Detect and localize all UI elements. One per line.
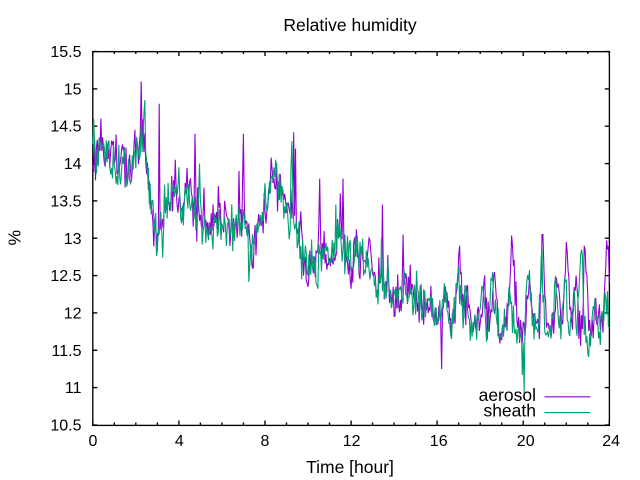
svg-text:20: 20 [517, 433, 535, 450]
svg-text:aerosol: aerosol [479, 385, 536, 405]
svg-text:12: 12 [64, 305, 82, 322]
svg-text:0: 0 [89, 433, 98, 450]
svg-text:14: 14 [64, 156, 82, 173]
svg-text:4: 4 [175, 433, 184, 450]
svg-text:8: 8 [261, 433, 270, 450]
svg-text:15: 15 [64, 81, 82, 98]
svg-text:13.5: 13.5 [50, 193, 81, 210]
svg-text:%: % [5, 230, 25, 246]
svg-text:13: 13 [64, 231, 82, 248]
svg-text:10.5: 10.5 [50, 418, 81, 435]
svg-text:sheath: sheath [483, 401, 536, 421]
svg-text:11.5: 11.5 [52, 343, 82, 360]
svg-text:Time [hour]: Time [hour] [306, 457, 394, 477]
svg-text:12.5: 12.5 [50, 268, 81, 285]
svg-text:15.5: 15.5 [50, 44, 81, 61]
svg-text:16: 16 [430, 433, 448, 450]
svg-text:11: 11 [65, 380, 82, 397]
svg-text:12: 12 [343, 433, 361, 450]
svg-text:14.5: 14.5 [50, 119, 81, 136]
svg-text:Relative humidity: Relative humidity [283, 15, 416, 35]
svg-text:24: 24 [602, 433, 620, 450]
